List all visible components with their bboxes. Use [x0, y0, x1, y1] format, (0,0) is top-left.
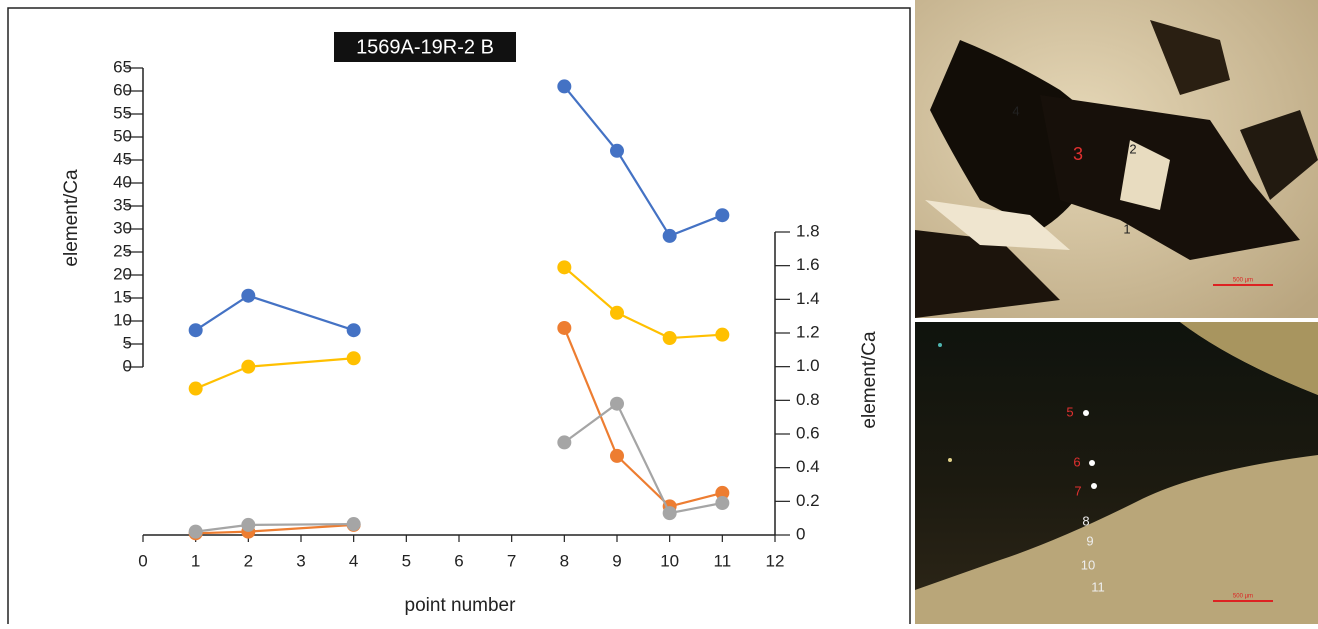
- spot-label: 6: [1073, 454, 1080, 469]
- x-axis-label: point number: [405, 595, 517, 616]
- photo-bottom: [915, 322, 1318, 624]
- data-point: [188, 524, 203, 539]
- y-tick-label: 65: [113, 57, 132, 76]
- y-tick-label: 20: [113, 264, 132, 283]
- x-tick-label: 5: [402, 551, 411, 570]
- y-tick-label: 50: [113, 126, 132, 145]
- scale-label: 500 µm: [1233, 594, 1253, 600]
- data-point: [241, 359, 256, 374]
- photo-top: [915, 0, 1318, 318]
- data-point: [241, 288, 256, 303]
- x-tick-label: 2: [244, 551, 253, 570]
- y2-tick-label: 0.4: [796, 457, 820, 476]
- data-point: [346, 517, 361, 532]
- data-point: [715, 327, 730, 342]
- data-point: [557, 320, 572, 335]
- y-tick-label: 45: [113, 149, 132, 168]
- y-tick-label: 55: [113, 103, 132, 122]
- x-tick-label: 4: [349, 551, 358, 570]
- data-point: [662, 331, 677, 346]
- data-point: [715, 208, 730, 223]
- x-tick-label: 0: [138, 551, 147, 570]
- y2-axis-label: element/Ca: [859, 331, 880, 429]
- y-tick-label: 25: [113, 241, 132, 260]
- y2-tick-label: 0.2: [796, 491, 820, 510]
- x-tick-label: 3: [296, 551, 305, 570]
- chart-title: 1569A-19R-2 B: [356, 36, 494, 58]
- y2-tick-label: 0: [796, 524, 805, 543]
- spot-label: 9: [1086, 533, 1093, 548]
- x-tick-label: 10: [660, 551, 679, 570]
- y-tick-label: 30: [113, 218, 132, 237]
- scale-bar: [1213, 600, 1273, 602]
- y-tick-label: 60: [113, 80, 132, 99]
- x-tick-label: 11: [714, 551, 732, 570]
- y-axis-label: element/Ca: [61, 169, 82, 267]
- data-point: [557, 79, 572, 94]
- data-point: [662, 506, 677, 521]
- data-point: [188, 381, 203, 396]
- x-tick-label: 9: [612, 551, 621, 570]
- spot-label: 10: [1081, 557, 1095, 572]
- spot-label: 7: [1074, 483, 1081, 498]
- y-tick-label: 40: [113, 172, 132, 191]
- spot-label: 5: [1066, 404, 1073, 419]
- data-point: [557, 260, 572, 275]
- spot-label: 4: [1012, 103, 1019, 118]
- y-tick-label: 0: [123, 356, 132, 375]
- data-point: [610, 448, 624, 463]
- data-point: [610, 396, 624, 411]
- data-point: [610, 143, 624, 158]
- y2-tick-label: 1.4: [796, 289, 820, 308]
- scale-bar: [1213, 284, 1273, 286]
- spot-label: 1: [1123, 221, 1130, 236]
- y-tick-label: 10: [113, 310, 132, 329]
- data-point: [188, 323, 203, 338]
- y-tick-label: 35: [113, 195, 132, 214]
- y2-tick-label: 1.0: [796, 356, 820, 375]
- data-point: [715, 496, 730, 511]
- y2-tick-label: 1.6: [796, 255, 820, 274]
- data-point: [346, 323, 361, 338]
- x-tick-label: 8: [560, 551, 569, 570]
- data-point: [662, 228, 677, 243]
- y2-tick-label: 0.8: [796, 390, 820, 409]
- title-box: [334, 32, 516, 62]
- data-point: [715, 485, 730, 500]
- spot-label: 3: [1073, 144, 1083, 164]
- y2-tick-label: 0.6: [796, 423, 820, 442]
- data-point: [241, 517, 256, 532]
- spot-label: 2: [1129, 141, 1136, 156]
- y-tick-label: 15: [113, 287, 132, 306]
- x-tick-label: 1: [191, 551, 200, 570]
- data-point: [557, 435, 572, 450]
- x-tick-label: 7: [507, 551, 516, 570]
- y2-tick-label: 1.2: [796, 322, 820, 341]
- data-point: [346, 351, 361, 366]
- y-tick-label: 5: [123, 333, 132, 352]
- x-tick-label: 6: [454, 551, 463, 570]
- data-point: [610, 305, 624, 320]
- spot-label: 11: [1091, 579, 1105, 594]
- spot-label: 8: [1082, 513, 1089, 528]
- scale-label: 500 µm: [1233, 278, 1253, 284]
- x-tick-label: 12: [766, 551, 785, 570]
- chart-frame: [7, 7, 911, 629]
- y2-tick-label: 1.8: [796, 221, 820, 240]
